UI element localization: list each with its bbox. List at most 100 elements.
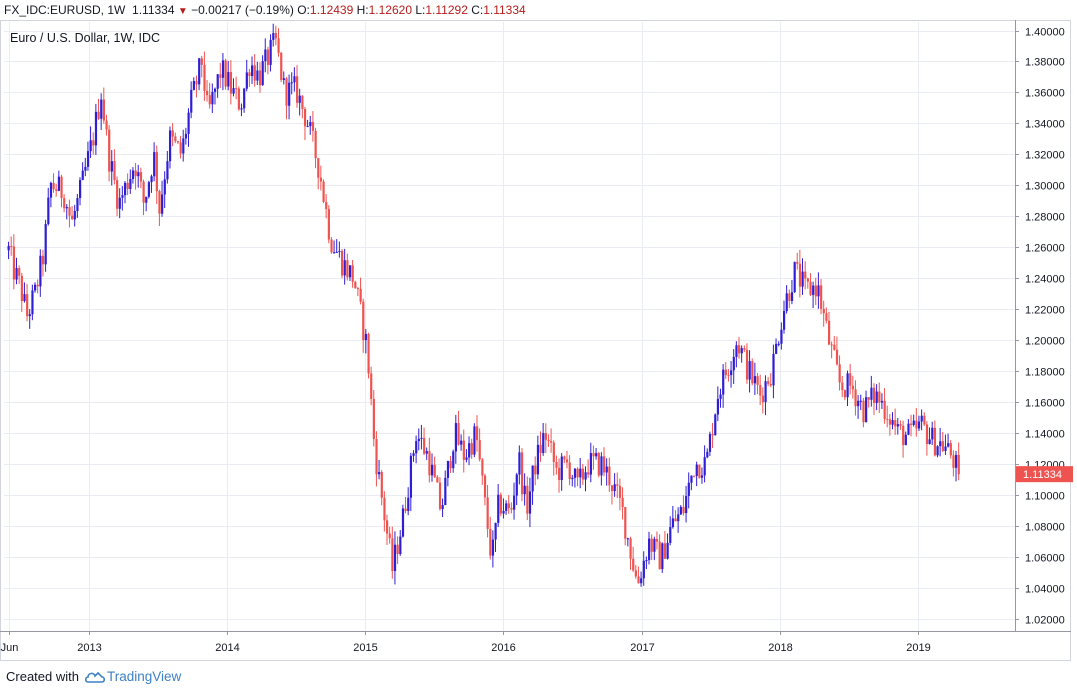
candle-body: [383, 497, 386, 521]
symbol-label[interactable]: FX_IDC:EURUSD, 1W: [4, 3, 126, 17]
candle-body: [314, 130, 317, 159]
y-tick-label: 1.40000: [1025, 27, 1065, 39]
candle-body: [904, 434, 907, 446]
candle-body: [928, 439, 931, 445]
candle-body: [84, 166, 87, 171]
candle-body: [618, 485, 622, 498]
candle-body: [830, 344, 833, 346]
low-value: 1.11292: [425, 3, 468, 17]
candle-body: [277, 38, 280, 53]
candle-body: [176, 141, 180, 143]
candle-body: [147, 182, 151, 197]
candle-body: [780, 329, 783, 344]
candle-body: [788, 293, 791, 301]
candle-body: [814, 285, 817, 297]
x-tick-label: 2017: [630, 642, 654, 654]
candle-body: [41, 255, 45, 265]
candle-body: [891, 420, 894, 425]
candle-body: [629, 538, 632, 559]
candle-body: [497, 494, 500, 523]
candle-body: [539, 444, 542, 454]
y-tick-label: 1.10000: [1025, 491, 1065, 503]
candle-body: [261, 61, 264, 86]
last-price-tag-label: 1.11334: [1023, 469, 1062, 481]
candle-body: [129, 178, 132, 189]
candle-body: [859, 400, 862, 402]
candle-body: [449, 461, 452, 469]
candle-body: [894, 420, 897, 427]
candle-body: [351, 265, 354, 282]
candle-body: [71, 215, 74, 220]
candle-body: [663, 543, 667, 559]
candle-body: [378, 472, 381, 475]
tradingview-logo[interactable]: TradingView: [84, 669, 181, 684]
candle-body: [60, 176, 63, 199]
candle-body: [626, 538, 630, 540]
candle-body: [473, 426, 476, 455]
candle-body: [563, 456, 566, 460]
candle-body: [732, 356, 735, 371]
candle-body: [880, 400, 884, 403]
candle-body: [131, 170, 135, 179]
candle-body: [465, 457, 468, 460]
candle-body: [10, 245, 13, 247]
candle-body: [690, 475, 693, 483]
last-price-tag-bg: [1016, 466, 1073, 483]
candle-body: [769, 383, 772, 386]
candle-body: [941, 441, 944, 451]
candle-body: [457, 423, 460, 445]
candle-body: [145, 196, 148, 203]
candle-body: [912, 420, 915, 425]
candle-body: [322, 181, 325, 202]
candle-body: [798, 263, 802, 287]
candle-body: [719, 394, 722, 399]
candle-body: [632, 558, 635, 571]
candle-body: [552, 442, 555, 462]
candle-body: [737, 345, 741, 354]
candle-body: [939, 441, 942, 447]
candle-body: [12, 246, 16, 280]
candle-body: [489, 528, 492, 556]
candle-body: [648, 538, 651, 561]
candle-body: [846, 373, 849, 398]
candle-body: [536, 444, 540, 475]
candle-body: [825, 313, 828, 321]
created-with-label: Created with: [6, 669, 79, 684]
candle-series: [7, 23, 960, 587]
candle-body: [65, 207, 68, 209]
candle-body: [460, 440, 463, 445]
candle-body: [362, 301, 365, 341]
candle-body: [258, 70, 262, 86]
candle-body: [655, 538, 659, 542]
candle-body: [92, 140, 95, 146]
candle-body: [870, 387, 873, 400]
candle-body: [915, 420, 918, 429]
y-tick-label: 1.02000: [1025, 615, 1065, 627]
candle-body: [288, 82, 291, 106]
candle-body: [658, 541, 661, 570]
candle-body: [139, 172, 143, 182]
y-tick-label: 1.08000: [1025, 522, 1065, 534]
candle-body: [931, 427, 934, 440]
candle-body: [200, 58, 203, 65]
candle-body: [597, 453, 600, 476]
candle-body: [804, 271, 807, 279]
candle-body: [857, 400, 860, 407]
candle-body: [184, 133, 188, 139]
candle-body: [179, 142, 182, 154]
candle-body: [423, 437, 426, 454]
candle-body: [666, 542, 669, 559]
candle-body: [150, 176, 153, 183]
candle-body: [364, 333, 368, 341]
candle-body: [510, 508, 513, 510]
attribution: Created with TradingView: [6, 669, 181, 684]
candle-body: [325, 201, 328, 210]
candle-body: [703, 457, 706, 476]
candle-body: [354, 281, 357, 289]
candle-body: [735, 345, 738, 357]
candle-body: [372, 398, 375, 440]
candle-body: [68, 207, 71, 216]
candle-body: [380, 472, 383, 498]
candle-body: [560, 456, 563, 480]
